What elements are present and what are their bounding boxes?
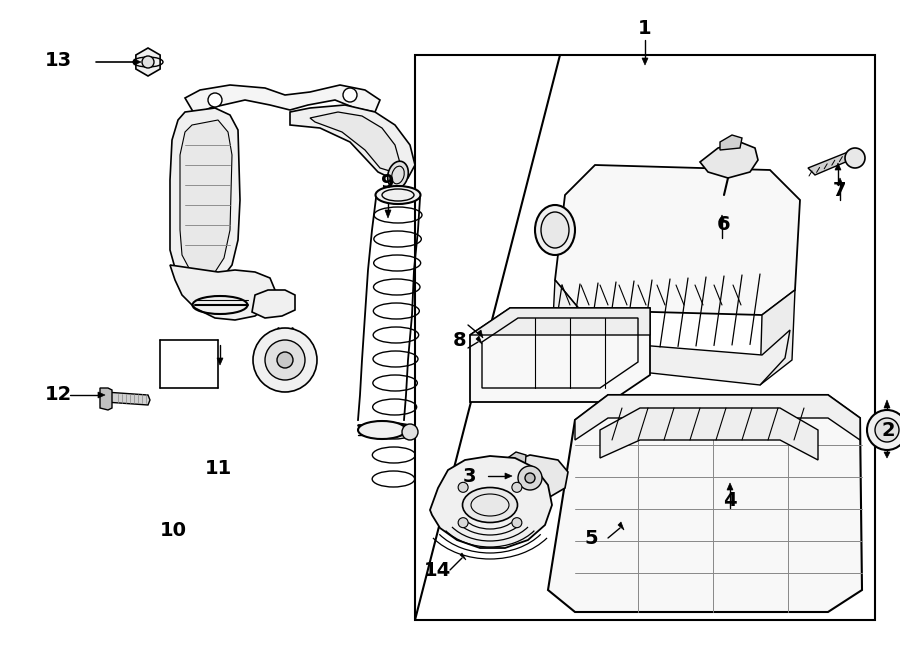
- Circle shape: [512, 483, 522, 492]
- Polygon shape: [884, 400, 890, 408]
- Polygon shape: [835, 163, 841, 170]
- Polygon shape: [185, 85, 380, 115]
- Polygon shape: [100, 388, 112, 410]
- Text: 2: 2: [881, 420, 895, 440]
- Polygon shape: [477, 330, 483, 338]
- Text: 1: 1: [638, 19, 652, 38]
- Circle shape: [402, 424, 418, 440]
- Polygon shape: [470, 308, 650, 402]
- Polygon shape: [548, 395, 862, 612]
- Text: 3: 3: [463, 467, 476, 485]
- Circle shape: [142, 56, 154, 68]
- Text: 13: 13: [44, 50, 72, 69]
- Polygon shape: [552, 280, 580, 365]
- Polygon shape: [252, 290, 295, 318]
- Circle shape: [458, 483, 468, 492]
- Polygon shape: [290, 105, 415, 180]
- Polygon shape: [98, 392, 105, 398]
- Ellipse shape: [375, 186, 420, 204]
- Ellipse shape: [541, 212, 569, 248]
- Polygon shape: [217, 358, 223, 365]
- Text: 5: 5: [584, 529, 598, 547]
- Text: 6: 6: [717, 215, 731, 235]
- Circle shape: [458, 518, 468, 527]
- Ellipse shape: [535, 205, 575, 255]
- Polygon shape: [460, 553, 466, 560]
- Polygon shape: [552, 318, 790, 385]
- Ellipse shape: [358, 421, 406, 439]
- Circle shape: [253, 328, 317, 392]
- Polygon shape: [600, 408, 818, 460]
- Text: 9: 9: [382, 173, 395, 192]
- Polygon shape: [134, 59, 141, 65]
- Ellipse shape: [463, 488, 518, 522]
- Text: 8: 8: [453, 330, 466, 350]
- Text: 10: 10: [159, 520, 186, 539]
- Circle shape: [867, 410, 900, 450]
- Polygon shape: [720, 135, 742, 150]
- Polygon shape: [700, 142, 758, 178]
- Text: 11: 11: [204, 459, 231, 477]
- Polygon shape: [555, 165, 800, 315]
- Polygon shape: [502, 452, 526, 475]
- Circle shape: [265, 340, 305, 380]
- Polygon shape: [310, 112, 400, 172]
- Text: 14: 14: [423, 561, 451, 580]
- Polygon shape: [618, 522, 624, 530]
- Polygon shape: [727, 483, 733, 490]
- Circle shape: [208, 93, 222, 107]
- Polygon shape: [837, 178, 843, 185]
- Text: 4: 4: [724, 490, 737, 510]
- Polygon shape: [180, 120, 232, 275]
- Polygon shape: [642, 58, 648, 65]
- Polygon shape: [505, 473, 512, 479]
- Text: 12: 12: [44, 385, 72, 405]
- Polygon shape: [495, 455, 568, 500]
- Polygon shape: [884, 452, 890, 458]
- Polygon shape: [760, 290, 795, 385]
- Polygon shape: [105, 392, 150, 405]
- Polygon shape: [719, 215, 725, 222]
- Circle shape: [512, 518, 522, 527]
- Circle shape: [525, 473, 535, 483]
- Polygon shape: [808, 152, 855, 175]
- Polygon shape: [476, 336, 482, 344]
- Circle shape: [875, 418, 899, 442]
- Polygon shape: [385, 210, 391, 218]
- Ellipse shape: [388, 161, 409, 189]
- Text: 7: 7: [833, 180, 847, 200]
- Polygon shape: [170, 265, 275, 320]
- Polygon shape: [136, 48, 160, 76]
- Polygon shape: [430, 456, 552, 548]
- Polygon shape: [470, 308, 650, 335]
- Circle shape: [343, 88, 357, 102]
- Circle shape: [845, 148, 865, 168]
- Polygon shape: [575, 395, 860, 440]
- Polygon shape: [170, 108, 240, 285]
- Circle shape: [277, 352, 293, 368]
- Circle shape: [518, 466, 542, 490]
